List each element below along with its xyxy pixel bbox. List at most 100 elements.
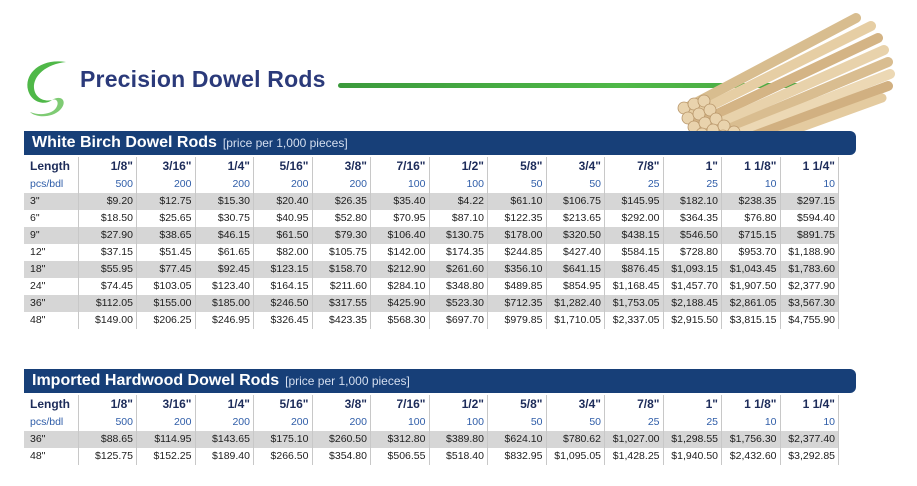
section-title: White Birch Dowel Rods <box>32 134 217 151</box>
pcs-value: 25 <box>604 414 664 431</box>
price-cell: $2,377.40 <box>780 431 839 448</box>
price-cell: $876.45 <box>604 261 664 278</box>
price-cell: $15.30 <box>195 193 254 210</box>
brand-swoosh-logo <box>27 61 66 117</box>
price-cell: $284.10 <box>370 278 430 295</box>
price-cell: $12.75 <box>136 193 196 210</box>
pcs-value: 200 <box>195 176 254 193</box>
price-cell: $122.35 <box>487 210 547 227</box>
price-cell: $79.30 <box>312 227 371 244</box>
price-cell: $164.15 <box>253 278 313 295</box>
price-cell: $174.35 <box>429 244 488 261</box>
price-cell: $3,815.15 <box>721 312 781 329</box>
length-cell: 18" <box>24 261 79 278</box>
pcs-value: 200 <box>136 414 196 431</box>
price-cell: $30.75 <box>195 210 254 227</box>
price-cell: $624.10 <box>487 431 547 448</box>
price-cell: $425.90 <box>370 295 430 312</box>
price-cell: $594.40 <box>780 210 839 227</box>
size-header: 1/8" <box>78 157 137 176</box>
price-cell: $152.25 <box>136 448 196 465</box>
pcs-value: 100 <box>429 176 488 193</box>
pcs-per-bundle-row: pcs/bdl 500 200 200 200 200 100 100 50 50 25 25 10 10 <box>24 414 839 431</box>
price-cell: $25.65 <box>136 210 196 227</box>
price-cell: $244.85 <box>487 244 547 261</box>
price-cell: $832.95 <box>487 448 547 465</box>
price-cell: $854.95 <box>546 278 605 295</box>
dowel-bundle-image <box>677 13 895 153</box>
pcs-value: 25 <box>604 176 664 193</box>
price-cell: $266.50 <box>253 448 313 465</box>
size-header: 1 1/4" <box>780 157 839 176</box>
size-header: 1" <box>663 157 722 176</box>
price-cell: $189.40 <box>195 448 254 465</box>
table-row: 3" $9.20 $12.75 $15.30 $20.40 $26.35 $35.40 $4.… <box>24 193 839 210</box>
price-cell: $106.75 <box>546 193 605 210</box>
price-cell: $46.15 <box>195 227 254 244</box>
pcs-value: 50 <box>546 414 605 431</box>
size-header: 1 1/8" <box>721 395 781 414</box>
pcs-value: 100 <box>370 176 430 193</box>
price-cell: $55.95 <box>78 261 137 278</box>
size-header-row: Length 1/8" 3/16" 1/4" 5/16" 3/8" 7/16" 1/2" 5/8… <box>24 395 839 414</box>
table-row: 36" $112.05 $155.00 $185.00 $246.50 $317.55 $4… <box>24 295 839 312</box>
size-header: 1 1/8" <box>721 157 781 176</box>
price-cell: $1,282.40 <box>546 295 605 312</box>
price-cell: $1,457.70 <box>663 278 722 295</box>
price-cell: $297.15 <box>780 193 839 210</box>
price-cell: $38.65 <box>136 227 196 244</box>
size-header: 3/8" <box>312 157 371 176</box>
price-cell: $51.45 <box>136 244 196 261</box>
price-cell: $1,940.50 <box>663 448 722 465</box>
price-cell: $2,188.45 <box>663 295 722 312</box>
pcs-value: 500 <box>78 414 137 431</box>
price-cell: $246.50 <box>253 295 313 312</box>
size-header: 7/8" <box>604 157 664 176</box>
pcs-value: 100 <box>429 414 488 431</box>
size-header: 1/2" <box>429 157 488 176</box>
price-cell: $1,907.50 <box>721 278 781 295</box>
price-cell: $326.45 <box>253 312 313 329</box>
size-header: 3/4" <box>546 395 605 414</box>
price-cell: $175.10 <box>253 431 313 448</box>
price-cell: $76.80 <box>721 210 781 227</box>
price-cell: $1,783.60 <box>780 261 839 278</box>
section-title: Imported Hardwood Dowel Rods <box>32 372 280 389</box>
price-cell: $185.00 <box>195 295 254 312</box>
price-cell: $1,710.05 <box>546 312 605 329</box>
price-cell: $260.50 <box>312 431 371 448</box>
price-cell: $523.30 <box>429 295 488 312</box>
title-divider <box>338 83 808 88</box>
size-header: 7/16" <box>370 157 430 176</box>
price-cell: $1,753.05 <box>604 295 664 312</box>
price-cell: $130.75 <box>429 227 488 244</box>
price-cell: $77.45 <box>136 261 196 278</box>
pcs-value: 25 <box>663 414 722 431</box>
price-cell: $143.65 <box>195 431 254 448</box>
price-cell: $211.60 <box>312 278 371 295</box>
price-cell: $2,861.05 <box>721 295 781 312</box>
length-cell: 48" <box>24 312 79 329</box>
pcs-value: 10 <box>780 176 839 193</box>
table-row: 12" $37.15 $51.45 $61.65 $82.00 $105.75 $142.0… <box>24 244 839 261</box>
price-cell: $61.65 <box>195 244 254 261</box>
price-cell: $1,298.55 <box>663 431 722 448</box>
price-cell: $238.35 <box>721 193 781 210</box>
price-cell: $354.80 <box>312 448 371 465</box>
pcs-value: 50 <box>487 414 547 431</box>
section-note: [price per 1,000 pieces] <box>285 374 410 388</box>
size-header: 1/2" <box>429 395 488 414</box>
price-cell: $641.15 <box>546 261 605 278</box>
price-cell: $891.75 <box>780 227 839 244</box>
price-cell: $123.15 <box>253 261 313 278</box>
price-cell: $348.80 <box>429 278 488 295</box>
price-cell: $212.90 <box>370 261 430 278</box>
price-cell: $2,377.90 <box>780 278 839 295</box>
length-cell: 3" <box>24 193 79 210</box>
size-header: 3/4" <box>546 157 605 176</box>
length-cell: 36" <box>24 431 79 448</box>
length-header: Length <box>24 395 79 414</box>
price-cell: $26.35 <box>312 193 371 210</box>
table-row: 48" $125.75 $152.25 $189.40 $266.50 $354.80 $5… <box>24 448 839 465</box>
price-cell: $568.30 <box>370 312 430 329</box>
